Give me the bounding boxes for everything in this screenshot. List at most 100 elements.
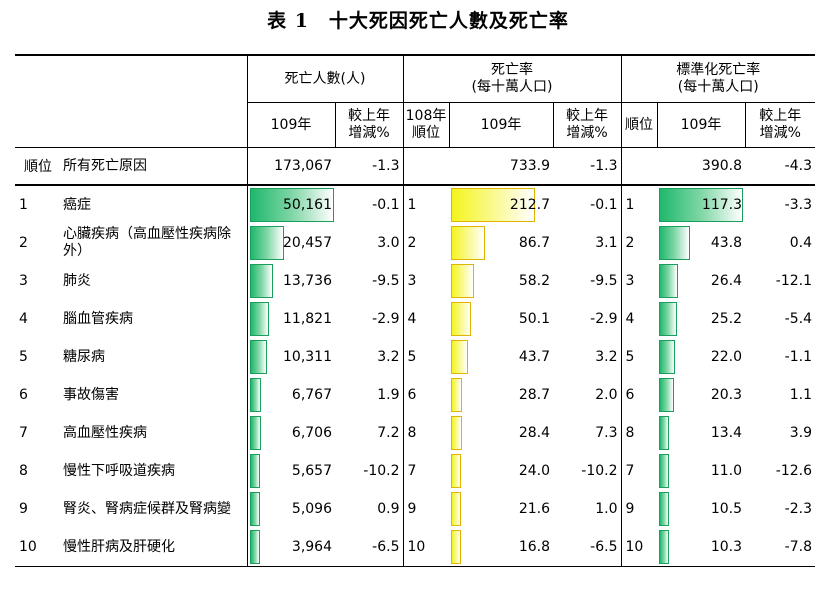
- row-rate: 43.7: [518, 349, 550, 365]
- std-rank-header: 順位: [620, 102, 657, 148]
- std-rate-bar: [659, 226, 691, 260]
- deaths-bar: [249, 302, 270, 336]
- row-rate: 24.0: [518, 463, 550, 479]
- row-deaths: 5,657: [291, 463, 332, 479]
- row-rank: 10: [19, 539, 37, 555]
- rate-bar: [451, 454, 461, 488]
- row-std-cell: 10.5: [657, 490, 745, 528]
- std-rate-bar: [659, 492, 669, 526]
- std-rate-group-header: 標準化死亡率 (每十萬人口): [620, 54, 815, 103]
- rate-bar: [451, 492, 461, 526]
- row-rate: 50.1: [518, 311, 550, 327]
- row-rank108: 2: [407, 235, 417, 251]
- row-rate-change-cell: 3.1: [553, 224, 621, 262]
- table-row: 1 癌症 50,161 -0.1 1 212.7 -0.1 1 117.3 -3.3: [15, 185, 815, 224]
- row-std-change-cell: -12.1: [745, 262, 815, 300]
- row-cause-cell: 糖尿病: [61, 338, 247, 376]
- total-std-rank-empty: [620, 147, 657, 186]
- row-std-change: 3.9: [789, 425, 812, 441]
- row-rate: 212.7: [509, 197, 550, 213]
- row-rank: 2: [19, 235, 28, 251]
- row-rate-change: 2.0: [595, 387, 618, 403]
- row-std-change: -1.1: [784, 349, 812, 365]
- deaths-bar: [249, 340, 267, 374]
- row-std-cell: 20.3: [657, 376, 745, 414]
- row-std-change-cell: -2.3: [745, 490, 815, 528]
- rate-bar: [451, 226, 486, 260]
- row-deaths: 20,457: [283, 235, 332, 251]
- table-row: 3 肺炎 13,736 -9.5 3 58.2 -9.5 3 26.4 -12.1: [15, 262, 815, 300]
- row-rank-cell: 8: [15, 452, 61, 490]
- row-rate-change: 1.0: [595, 501, 618, 517]
- row-rate: 28.4: [518, 425, 550, 441]
- row-std-change-cell: 3.9: [745, 414, 815, 452]
- row-rank-cell: 5: [15, 338, 61, 376]
- row-deaths-change: 3.2: [377, 349, 400, 365]
- corner-cell: [15, 54, 247, 103]
- row-deaths-change: 1.9: [377, 387, 400, 403]
- row-deaths-change-cell: 3.0: [335, 224, 403, 262]
- std-year-header: 109年: [656, 102, 745, 148]
- row-std-change-cell: -7.8: [745, 528, 815, 567]
- row-deaths: 6,706: [291, 425, 332, 441]
- row-std-rank-cell: 1: [620, 185, 657, 224]
- row-std-change: 1.1: [789, 387, 812, 403]
- row-deaths: 3,964: [291, 539, 332, 555]
- total-rate: 733.9: [449, 147, 553, 186]
- row-std-rank: 6: [625, 387, 635, 403]
- row-deaths-change-cell: -6.5: [335, 528, 403, 567]
- row-std: 13.4: [710, 425, 742, 441]
- row-std-rank-cell: 9: [620, 490, 657, 528]
- row-rate: 28.7: [518, 387, 550, 403]
- row-deaths-change: -2.9: [372, 311, 400, 327]
- row-deaths: 10,311: [283, 349, 332, 365]
- row-rank-cell: 3: [15, 262, 61, 300]
- std-rate-bar: [659, 188, 743, 222]
- row-cause: 癌症: [63, 196, 91, 213]
- row-deaths-change-cell: -0.1: [335, 185, 403, 224]
- row-std-rank-cell: 10: [620, 528, 657, 567]
- row-cause: 糖尿病: [63, 348, 105, 365]
- row-rate-cell: 43.7: [449, 338, 553, 376]
- row-std-rank-cell: 5: [620, 338, 657, 376]
- row-rank-cell: 6: [15, 376, 61, 414]
- deaths-bar: [249, 188, 334, 222]
- row-rank108: 6: [407, 387, 417, 403]
- row-cause: 慢性下呼吸道疾病: [63, 462, 175, 479]
- total-cause: 所有死亡原因: [61, 147, 247, 186]
- row-cause: 腎炎、腎病症候群及腎病變: [63, 500, 231, 517]
- row-std: 10.3: [710, 539, 742, 555]
- row-deaths-cell: 50,161: [246, 185, 335, 224]
- row-rate-change-cell: -10.2: [553, 452, 621, 490]
- table-row: 2 心臟疾病（高血壓性疾病除外） 20,457 3.0 2 86.7 3.1 2 43.8 0.4: [15, 224, 815, 262]
- row-deaths-cell: 5,096: [246, 490, 335, 528]
- row-deaths-cell: 3,964: [246, 528, 335, 567]
- row-rank: 1: [19, 197, 28, 213]
- row-std: 25.2: [710, 311, 742, 327]
- row-rate-cell: 50.1: [449, 300, 553, 338]
- row-std-rank: 10: [625, 539, 644, 555]
- row-deaths-change-cell: 0.9: [335, 490, 403, 528]
- row-cause-cell: 事故傷害: [61, 376, 247, 414]
- row-std-rank: 8: [625, 425, 635, 441]
- deaths-bar: [249, 416, 261, 450]
- row-deaths-cell: 6,706: [246, 414, 335, 452]
- row-rank108-cell: 6: [402, 376, 449, 414]
- deaths-bar: [249, 454, 260, 488]
- rate-bar: [451, 530, 461, 564]
- row-deaths-change-cell: -10.2: [335, 452, 403, 490]
- row-deaths-cell: 6,767: [246, 376, 335, 414]
- row-rank108: 3: [407, 273, 417, 289]
- row-rate-cell: 28.4: [449, 414, 553, 452]
- row-rate-change: -0.1: [590, 197, 618, 213]
- row-std-change-cell: -3.3: [745, 185, 815, 224]
- row-cause: 慢性肝病及肝硬化: [63, 538, 175, 555]
- row-std-change-cell: -12.6: [745, 452, 815, 490]
- row-cause-cell: 慢性下呼吸道疾病: [61, 452, 247, 490]
- row-rank-cell: 2: [15, 224, 61, 262]
- row-std-change: -12.1: [775, 273, 812, 289]
- deaths-bar: [249, 264, 273, 298]
- row-rate-change: -10.2: [581, 463, 618, 479]
- row-rank: 5: [19, 349, 28, 365]
- std-rate-bar: [659, 454, 669, 488]
